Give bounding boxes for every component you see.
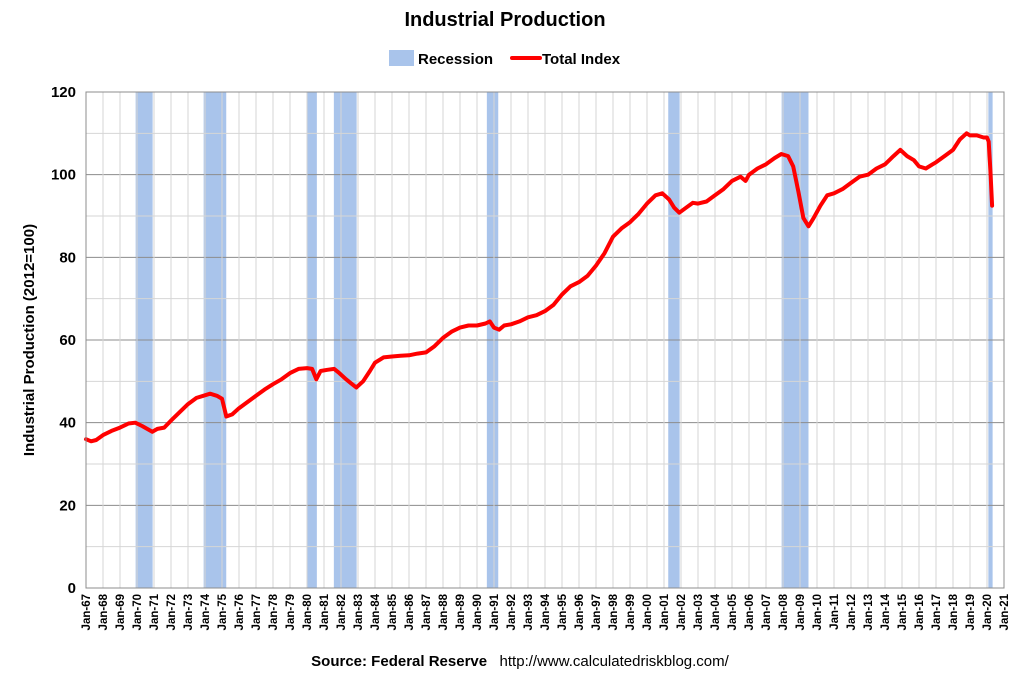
x-tick-label: Jan-68 (98, 593, 110, 630)
x-tick-label: Jan-98 (608, 593, 620, 630)
x-tick-label: Jan-11 (829, 593, 841, 629)
y-tick-label: 60 (59, 332, 76, 349)
x-tick-label: Jan-04 (710, 593, 722, 630)
x-tick-label: Jan-77 (251, 594, 263, 630)
x-tick-label: Jan-74 (200, 593, 212, 630)
x-tick-label: Jan-16 (914, 594, 926, 630)
x-tick-label: Jan-03 (693, 594, 705, 630)
x-tick-label: Jan-85 (387, 593, 399, 630)
x-tick-label: Jan-67 (81, 594, 93, 630)
y-tick-label: 80 (59, 249, 76, 266)
x-tick-label: Jan-09 (795, 594, 807, 630)
source-line: Source: Federal Reserve http://www.calcu… (311, 653, 729, 670)
legend-series-label: Total Index (542, 51, 621, 68)
x-tick-label: Jan-02 (676, 594, 688, 630)
legend-recession-swatch (389, 50, 414, 66)
x-tick-label: Jan-89 (455, 594, 467, 630)
x-tick-label: Jan-96 (574, 594, 586, 630)
x-tick-label: Jan-10 (812, 594, 824, 630)
y-axis-label: Industrial Production (2012=100) (21, 224, 38, 456)
x-tick-label: Jan-14 (880, 593, 892, 630)
x-tick-label: Jan-78 (268, 593, 280, 630)
chart-title: Industrial Production (404, 9, 605, 31)
x-tick-label: Jan-00 (642, 594, 654, 630)
x-tick-label: Jan-21 (999, 593, 1011, 630)
x-tick-label: Jan-94 (540, 593, 552, 630)
x-tick-label: Jan-99 (625, 594, 637, 630)
x-tick-label: Jan-75 (217, 593, 229, 630)
x-tick-label: Jan-90 (472, 594, 484, 630)
legend: Recession Total Index (389, 50, 621, 68)
x-tick-label: Jan-87 (421, 594, 433, 630)
plot-area (84, 91, 1005, 589)
x-tick-label: Jan-79 (285, 594, 297, 630)
x-tick-label: Jan-72 (166, 594, 178, 630)
x-tick-label: Jan-73 (183, 594, 195, 630)
x-tick-label: Jan-15 (897, 593, 909, 630)
y-tick-label: 120 (51, 84, 76, 101)
x-tick-label: Jan-05 (727, 593, 739, 630)
y-tick-label: 0 (68, 580, 76, 597)
x-tick-label: Jan-20 (982, 594, 994, 630)
source-url: http://www.calculatedriskblog.com/ (500, 653, 730, 670)
x-tick-label: Jan-17 (931, 594, 943, 630)
x-tick-label: Jan-93 (523, 594, 535, 630)
x-tick-label: Jan-83 (353, 594, 365, 630)
legend-recession-label: Recession (418, 51, 493, 68)
x-tick-label: Jan-82 (336, 594, 348, 630)
y-axis-ticks: 0 20 40 60 80 100 120 (51, 84, 76, 597)
x-tick-label: Jan-06 (744, 594, 756, 630)
x-tick-label: Jan-92 (506, 594, 518, 630)
x-tick-label: Jan-01 (659, 593, 671, 630)
x-tick-label: Jan-84 (370, 593, 382, 630)
y-tick-label: 20 (59, 497, 76, 514)
source-label: Source: Federal Reserve (311, 653, 487, 670)
x-tick-label: Jan-07 (761, 594, 773, 630)
y-tick-label: 100 (51, 167, 76, 184)
x-tick-label: Jan-91 (489, 593, 501, 630)
x-tick-label: Jan-88 (438, 593, 450, 630)
x-tick-label: Jan-70 (132, 594, 144, 630)
x-tick-label: Jan-19 (965, 594, 977, 630)
y-tick-label: 40 (59, 415, 76, 432)
x-tick-label: Jan-95 (557, 593, 569, 630)
x-tick-label: Jan-86 (404, 594, 416, 630)
x-tick-label: Jan-69 (115, 594, 127, 630)
series-line-total-index (84, 131, 995, 444)
x-axis-ticks: Jan-67 Jan-68 Jan-69 Jan-70 Jan-71 Jan-72 Jan-… (81, 593, 1011, 630)
x-tick-label: Jan-97 (591, 594, 603, 630)
x-tick-label: Jan-76 (234, 594, 246, 630)
x-tick-label: Jan-18 (948, 593, 960, 630)
x-tick-label: Jan-08 (778, 593, 790, 630)
x-tick-label: Jan-81 (319, 593, 331, 630)
x-tick-label: Jan-71 (149, 593, 161, 630)
x-tick-label: Jan-12 (846, 594, 858, 630)
x-tick-label: Jan-80 (302, 594, 314, 630)
x-tick-label: Jan-13 (863, 594, 875, 630)
